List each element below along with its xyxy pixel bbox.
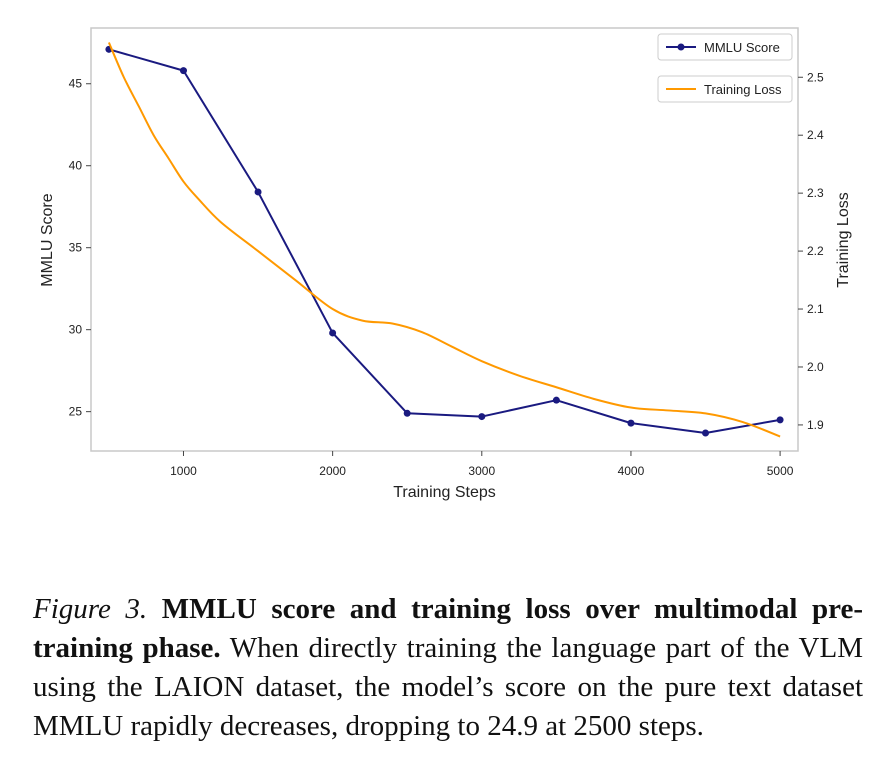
y-left-tick-label: 35 <box>69 241 83 255</box>
legend-loss-box <box>657 75 793 103</box>
y-right-axis-label: Training Loss <box>835 192 852 287</box>
mmlu-score-line <box>108 48 781 434</box>
legend-mmlu-label: MMLU Score <box>704 40 780 55</box>
caption-text: When directly training the language part… <box>33 632 863 742</box>
x-axis-label: Training Steps <box>393 484 496 501</box>
mmlu-score-point <box>627 419 635 427</box>
mmlu-score-point <box>403 409 411 417</box>
legend-loss: Training Loss <box>657 75 793 103</box>
mmlu-score-point <box>329 329 337 337</box>
mmlu-score-point <box>552 396 560 404</box>
mmlu-score-point <box>254 188 262 196</box>
y-right-tick-label: 2.5 <box>807 70 824 84</box>
x-tick-label: 1000 <box>170 464 197 478</box>
y-left-tick-label: 25 <box>69 405 83 419</box>
y-right-tick-label: 2.3 <box>807 186 824 200</box>
legend-mmlu-box <box>657 33 793 61</box>
x-axis: 1000 2000 3000 4000 5000 <box>170 451 794 478</box>
y-left-tick-label: 40 <box>69 159 83 173</box>
left-axis: 25 30 35 40 45 <box>69 77 91 419</box>
y-right-tick-label: 2.2 <box>807 244 824 258</box>
y-left-tick-label: 45 <box>69 77 83 91</box>
training-loss-line <box>107 42 781 438</box>
y-left-axis-label: MMLU Score <box>39 193 56 286</box>
mmlu-score-point <box>776 416 784 424</box>
x-tick-label: 3000 <box>468 464 495 478</box>
y-left-tick-label: 30 <box>69 323 83 337</box>
caption-title: MMLU score and training loss over multim… <box>33 593 863 664</box>
series-layer <box>105 42 784 438</box>
x-tick-label: 2000 <box>319 464 346 478</box>
mmlu-score-point <box>179 67 187 75</box>
mmlu-score-point <box>702 429 710 437</box>
legend-loss-label: Training Loss <box>704 82 782 97</box>
legend-mmlu: MMLU Score <box>657 33 793 61</box>
x-tick-label: 5000 <box>767 464 794 478</box>
x-tick-label: 4000 <box>618 464 645 478</box>
mmlu-score-point <box>478 413 486 421</box>
legend-mmlu-marker <box>677 43 685 51</box>
caption-label: Figure 3. <box>33 593 148 625</box>
figure-caption: Figure 3. MMLU score and training loss o… <box>33 590 863 746</box>
y-right-tick-label: 2.4 <box>807 128 824 142</box>
right-axis: 1.9 2.0 2.1 2.2 2.3 2.4 2.5 <box>798 70 824 432</box>
y-right-tick-label: 1.9 <box>807 418 824 432</box>
chart: 25 30 35 40 45 1.9 2.0 2.1 2.2 2.3 2.4 2.5 1000 200… <box>39 27 852 501</box>
y-right-tick-label: 2.1 <box>807 302 824 316</box>
y-right-tick-label: 2.0 <box>807 360 824 374</box>
